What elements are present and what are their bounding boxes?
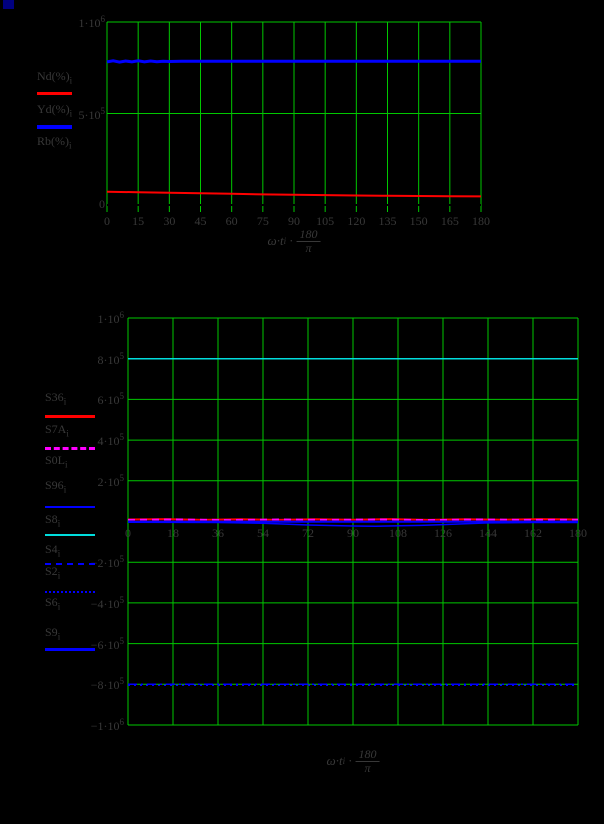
worksheet-corner-marker <box>3 0 14 9</box>
chart2-trace-S7A <box>127 518 579 522</box>
chart1-trace-Nd(%) <box>106 190 482 198</box>
chart2-trace-S36 <box>127 518 579 521</box>
chart1-trace-Yd(%) <box>106 59 481 64</box>
